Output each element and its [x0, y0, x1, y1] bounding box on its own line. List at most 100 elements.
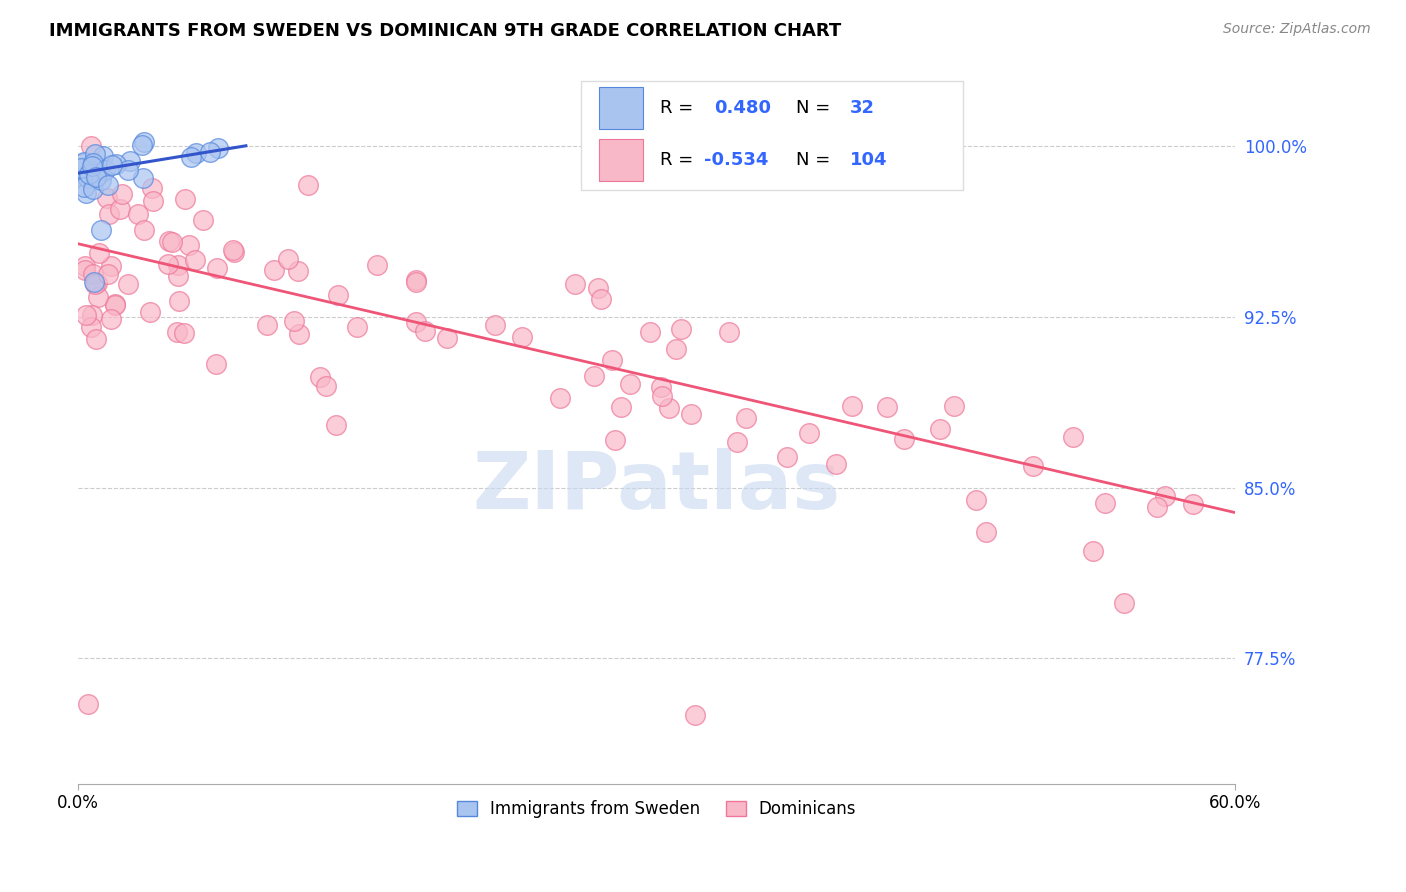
- Point: [73, 180, 96, 194]
- Point: [658, 401, 681, 415]
- Point: [222, 243, 245, 257]
- Point: [776, 450, 799, 464]
- Point: [841, 399, 863, 413]
- Point: [80, 159, 103, 173]
- Point: [287, 264, 309, 278]
- Point: [72, 155, 94, 169]
- Point: [167, 268, 190, 283]
- Text: IMMIGRANTS FROM SWEDEN VS DOMINICAN 9TH GRADE CORRELATION CHART: IMMIGRANTS FROM SWEDEN VS DOMINICAN 9TH …: [49, 22, 841, 40]
- Point: [665, 343, 688, 357]
- Point: [193, 213, 215, 227]
- Point: [725, 434, 748, 449]
- Point: [167, 258, 190, 272]
- Legend: Immigrants from Sweden, Dominicans: Immigrants from Sweden, Dominicans: [450, 794, 863, 825]
- Point: [638, 325, 661, 339]
- Point: [97, 178, 120, 192]
- Point: [91, 148, 114, 162]
- Point: [134, 223, 156, 237]
- Point: [86, 332, 108, 346]
- Point: [86, 277, 108, 291]
- FancyBboxPatch shape: [599, 87, 643, 129]
- Point: [179, 238, 201, 252]
- Point: [180, 150, 202, 164]
- Point: [82, 182, 104, 196]
- Point: [669, 322, 692, 336]
- Point: [413, 325, 436, 339]
- Point: [366, 258, 388, 272]
- Point: [942, 399, 965, 413]
- Point: [346, 319, 368, 334]
- Point: [974, 525, 997, 540]
- Point: [184, 145, 207, 160]
- Point: [131, 138, 153, 153]
- Text: R =: R =: [661, 99, 699, 117]
- Text: -0.534: -0.534: [704, 151, 769, 169]
- Text: ZIPatlas: ZIPatlas: [472, 448, 841, 526]
- Point: [132, 135, 155, 149]
- Point: [160, 235, 183, 249]
- Point: [82, 156, 104, 170]
- Point: [893, 432, 915, 446]
- Point: [797, 425, 820, 440]
- Point: [80, 308, 103, 322]
- Point: [83, 276, 105, 290]
- Point: [117, 277, 139, 292]
- Point: [405, 275, 427, 289]
- Point: [876, 400, 898, 414]
- Point: [73, 259, 96, 273]
- Point: [75, 308, 97, 322]
- Point: [929, 422, 952, 436]
- Point: [84, 147, 107, 161]
- Point: [80, 320, 103, 334]
- Point: [75, 169, 97, 183]
- Point: [484, 318, 506, 333]
- Point: [610, 400, 633, 414]
- Point: [283, 314, 305, 328]
- Point: [98, 207, 121, 221]
- Point: [605, 433, 627, 447]
- Point: [600, 353, 623, 368]
- Point: [76, 697, 98, 711]
- Point: [288, 326, 311, 341]
- Point: [651, 389, 673, 403]
- Point: [132, 170, 155, 185]
- Point: [277, 252, 299, 266]
- Point: [157, 234, 180, 248]
- Point: [86, 164, 108, 178]
- Point: [100, 311, 122, 326]
- Point: [97, 267, 120, 281]
- Point: [90, 173, 112, 187]
- Point: [205, 261, 228, 276]
- Point: [315, 378, 337, 392]
- Text: R =: R =: [661, 151, 699, 169]
- Point: [111, 186, 134, 201]
- Point: [108, 202, 131, 216]
- FancyBboxPatch shape: [599, 139, 643, 181]
- Point: [586, 280, 609, 294]
- Point: [127, 207, 149, 221]
- Point: [174, 192, 197, 206]
- Text: 104: 104: [851, 151, 887, 169]
- Point: [100, 259, 122, 273]
- Text: N =: N =: [796, 99, 835, 117]
- Point: [101, 158, 124, 172]
- Point: [69, 169, 91, 184]
- Point: [77, 167, 100, 181]
- Point: [591, 292, 613, 306]
- Point: [166, 325, 188, 339]
- Point: [184, 252, 207, 267]
- Point: [582, 369, 605, 384]
- Point: [205, 357, 228, 371]
- Point: [965, 493, 987, 508]
- Point: [326, 288, 349, 302]
- Point: [120, 153, 142, 168]
- Text: Source: ZipAtlas.com: Source: ZipAtlas.com: [1223, 22, 1371, 37]
- Point: [619, 377, 641, 392]
- Point: [76, 171, 98, 186]
- Point: [1062, 430, 1084, 444]
- Point: [73, 155, 96, 169]
- Point: [297, 178, 319, 193]
- Text: N =: N =: [796, 151, 835, 169]
- Point: [96, 191, 118, 205]
- Point: [256, 318, 278, 333]
